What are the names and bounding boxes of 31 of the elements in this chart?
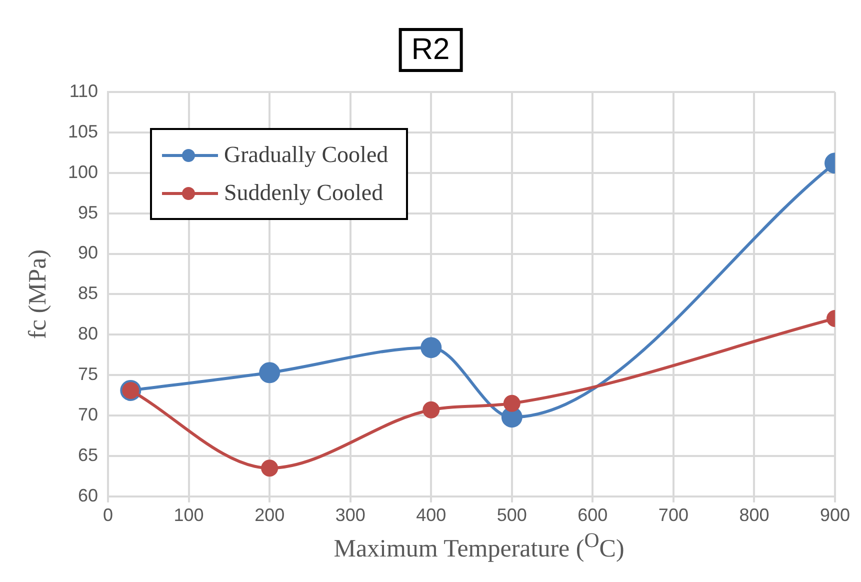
y-tick-label: 90	[78, 242, 98, 263]
point	[259, 362, 280, 384]
point	[420, 337, 442, 358]
point	[503, 394, 520, 412]
x-tick-label: 800	[739, 505, 770, 526]
legend-label: Suddenly Cooled	[224, 180, 384, 206]
x-tick-label: 400	[416, 505, 446, 526]
x-tick-label: 300	[335, 505, 366, 526]
y-tick-label: 85	[78, 283, 98, 304]
y-tick-label: 110	[69, 80, 98, 101]
point	[261, 460, 278, 477]
y-tick-label: 65	[78, 444, 98, 465]
y-tick-label: 75	[78, 364, 98, 384]
y-tick-label: 100	[68, 162, 98, 182]
x-tick-label: 600	[578, 505, 608, 526]
y-tick-label: 80	[78, 324, 98, 344]
y-tick-label: 105	[68, 121, 98, 142]
x-tick-label: 900	[820, 505, 850, 526]
x-tick-label: 200	[254, 505, 285, 526]
chart-title: R2	[398, 28, 463, 72]
x-axis-title: Maximum Temperature ($^{O}$C)	[332, 528, 626, 564]
x-tick-label: 0	[103, 505, 114, 526]
y-tick-label: 70	[78, 404, 98, 424]
legend-label: Gradually Cooled	[224, 142, 388, 168]
y-axis-title: fc (MPa)	[24, 249, 52, 339]
x-tick-label: 100	[174, 505, 204, 526]
point	[422, 401, 440, 418]
y-tick-label: 95	[78, 202, 98, 222]
y-tick-label: 60	[78, 485, 98, 506]
x-tick-label: 500	[496, 505, 527, 526]
x-tick-label: 700	[658, 505, 688, 526]
